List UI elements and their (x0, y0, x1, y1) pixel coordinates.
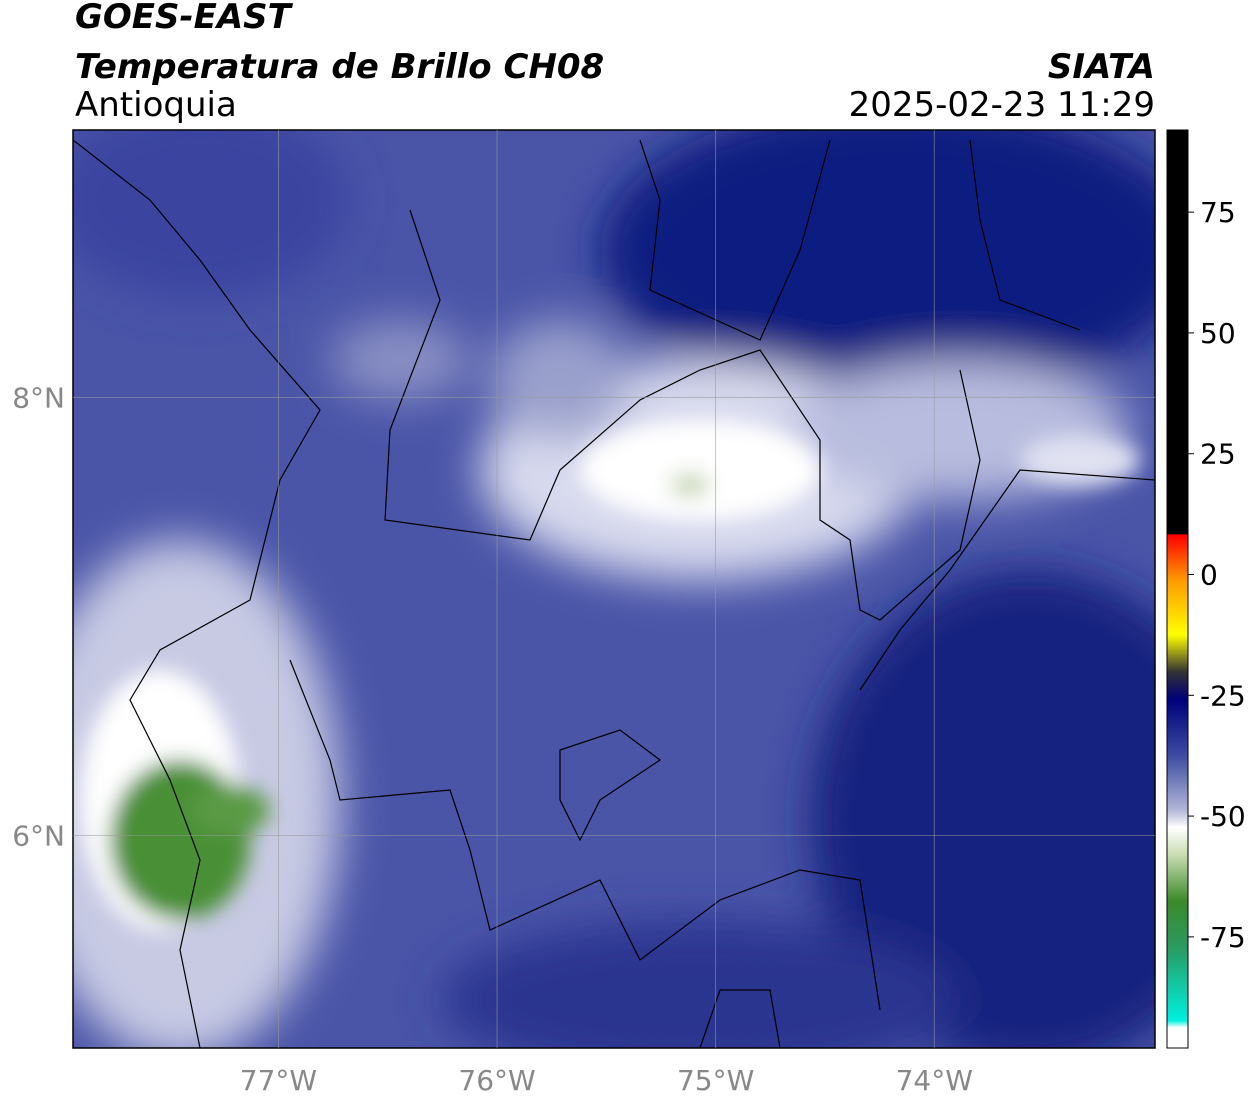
source: SIATA (1048, 47, 1155, 87)
x-tick-label: 74°W (896, 1064, 973, 1097)
y-tick-label: 6°N (12, 819, 65, 852)
subtitle: Temperatura de Brillo CH08 (75, 47, 604, 87)
colorbar (1166, 129, 1189, 1049)
x-tick-label: 75°W (677, 1064, 754, 1097)
colorbar-tick-label: -25 (1200, 679, 1246, 712)
title: GOES-EAST (75, 0, 294, 37)
region: Antioquia (75, 85, 237, 125)
colorbar-tick-label: -50 (1200, 800, 1246, 833)
map-image (73, 130, 1155, 1048)
colorbar-tick-label: 50 (1200, 317, 1236, 350)
y-tick-label: 8°N (12, 381, 65, 414)
colorbar-tick-label: 25 (1200, 438, 1236, 471)
colorbar-tick-label: 75 (1200, 196, 1236, 229)
colorbar-tick-label: -75 (1200, 921, 1246, 954)
x-tick-label: 76°W (458, 1064, 535, 1097)
datetime: 2025-02-23 11:29 (849, 85, 1155, 125)
map-frame (72, 129, 1156, 1049)
colorbar-tick-label: 0 (1200, 559, 1218, 592)
x-tick-label: 77°W (240, 1064, 317, 1097)
